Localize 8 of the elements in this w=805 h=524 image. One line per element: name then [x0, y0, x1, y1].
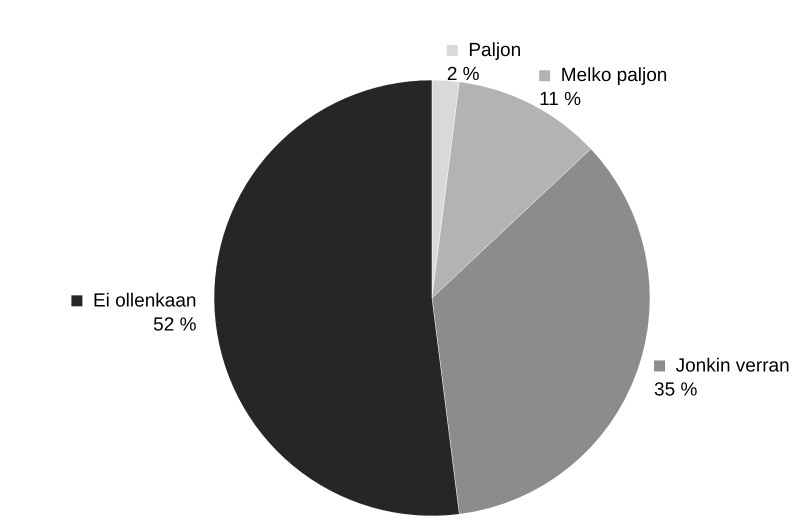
data-label: 52 % — [153, 314, 197, 336]
data-label: 2 % — [446, 64, 480, 85]
legend-label: Melko paljon — [550, 65, 668, 86]
data-label: 35 % — [654, 379, 698, 400]
legend-label: Jonkin verran — [665, 355, 790, 376]
legend-label: Paljon — [458, 40, 522, 61]
data-label: 11 % — [539, 89, 582, 110]
legend-label: Ei ollenkaan — [82, 290, 196, 312]
